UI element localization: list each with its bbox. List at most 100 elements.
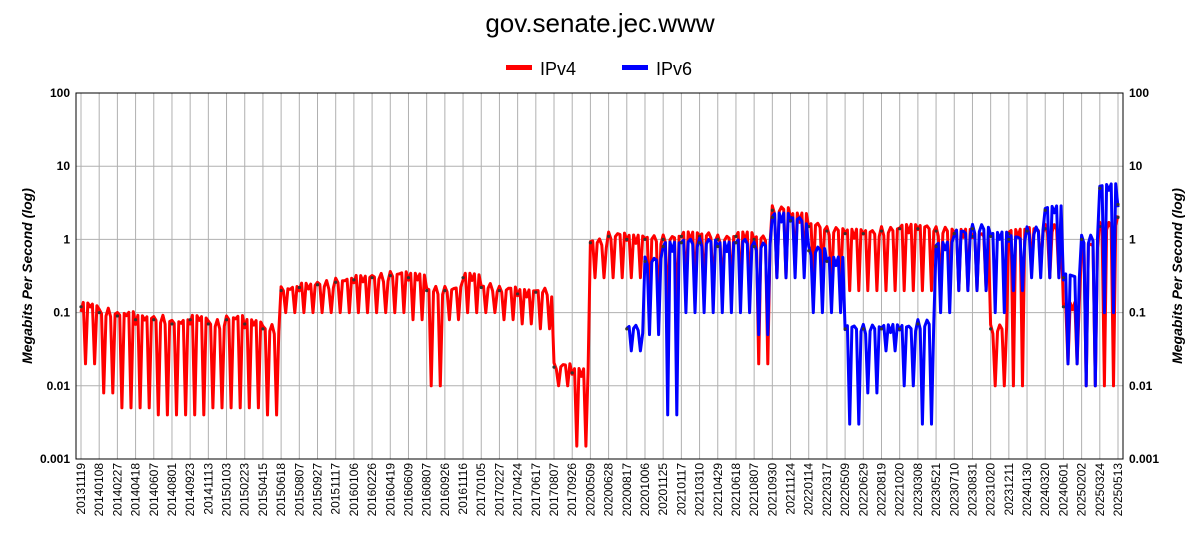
data-point-ipv6 <box>1025 229 1029 233</box>
data-point-ipv6 <box>788 219 793 223</box>
data-point-ipv4 <box>625 237 629 241</box>
data-point-ipv4 <box>170 322 174 326</box>
y-tick-label-right: 1 <box>1129 232 1136 246</box>
x-tick-label: 20200509 <box>583 463 597 517</box>
legend-swatch-ipv4 <box>506 65 532 70</box>
data-point-ipv4 <box>497 288 502 293</box>
x-tick-label: 20221020 <box>893 463 907 517</box>
y-tick-label-right: 0.1 <box>1129 306 1146 320</box>
data-point-ipv6 <box>643 259 647 264</box>
data-point-ipv6 <box>734 241 738 245</box>
y-tick-label-right: 100 <box>1129 86 1149 100</box>
data-point-ipv4 <box>443 288 447 293</box>
data-point-ipv4 <box>279 288 283 293</box>
y-tick-label-right: 0.01 <box>1129 379 1153 393</box>
data-point-ipv4 <box>643 237 647 241</box>
x-tick-label: 20250324 <box>1093 463 1107 517</box>
data-point-ipv4 <box>97 311 101 315</box>
x-tick-label: 20210429 <box>711 463 725 517</box>
data-point-ipv4 <box>370 276 374 280</box>
data-point-ipv4 <box>861 232 865 236</box>
y-tick-label-left: 0.1 <box>53 306 70 320</box>
data-point-ipv4 <box>188 318 192 322</box>
y-tick-label-left: 1 <box>63 232 70 246</box>
x-tick-label: 20160926 <box>438 463 452 517</box>
data-point-ipv4 <box>461 276 465 280</box>
data-point-ipv4 <box>1116 215 1120 219</box>
legend-label-ipv6: IPv6 <box>656 59 692 79</box>
data-point-ipv6 <box>916 322 920 326</box>
data-point-ipv6 <box>879 327 884 331</box>
x-tick-label: 20151117 <box>329 463 343 515</box>
data-point-ipv4 <box>516 292 520 296</box>
data-point-ipv6 <box>807 249 811 253</box>
data-point-ipv4 <box>770 208 774 212</box>
data-point-ipv6 <box>625 327 629 331</box>
data-point-ipv4 <box>879 229 884 233</box>
data-point-ipv4 <box>425 288 429 293</box>
legend-swatch-ipv6 <box>622 65 648 70</box>
x-tick-label: 20160807 <box>420 463 434 517</box>
data-point-ipv4 <box>315 283 320 287</box>
data-point-ipv6 <box>898 327 902 331</box>
x-tick-label: 20220317 <box>820 463 834 517</box>
x-tick-label: 20141113 <box>201 463 215 515</box>
x-tick-label: 20201006 <box>638 463 652 517</box>
y-tick-label-left: 10 <box>57 159 71 173</box>
data-point-ipv4 <box>916 227 920 231</box>
data-point-ipv4 <box>479 285 483 290</box>
x-tick-label: 20240320 <box>1038 463 1052 517</box>
y-tick-label-left: 100 <box>50 86 70 100</box>
data-point-ipv4 <box>388 274 392 278</box>
plot-area <box>79 182 1120 448</box>
data-point-ipv6 <box>970 227 975 231</box>
x-tick-label: 20140108 <box>92 463 106 517</box>
x-tick-label: 20160226 <box>365 463 379 517</box>
x-tick-label: 20240601 <box>1056 463 1070 517</box>
data-point-ipv4 <box>552 365 556 369</box>
x-tick-label: 20140227 <box>110 463 124 517</box>
x-tick-label: 20160609 <box>401 463 415 517</box>
data-point-ipv6 <box>934 244 938 249</box>
data-point-ipv4 <box>243 322 247 326</box>
data-point-ipv6 <box>989 234 993 238</box>
x-tick-label: 20250513 <box>1111 463 1125 517</box>
data-point-ipv4 <box>679 234 683 238</box>
data-point-ipv6 <box>952 232 956 236</box>
data-point-ipv4 <box>825 229 829 233</box>
series-line-ipv6 <box>625 182 1120 426</box>
y-axis-label-left: Megabits Per Second (log) <box>19 188 35 364</box>
x-tick-label: 20150807 <box>292 463 306 517</box>
x-tick-label: 20210930 <box>765 463 779 517</box>
x-tick-label: 20150415 <box>256 463 270 517</box>
y-tick-label-left: 0.01 <box>47 379 71 393</box>
x-tick-label: 20200817 <box>620 463 634 517</box>
data-point-ipv6 <box>1098 186 1102 190</box>
x-tick-label: 20211124 <box>784 463 798 515</box>
x-tick-label: 20230831 <box>965 463 979 517</box>
x-tick-label: 20161116 <box>456 463 470 515</box>
y-tick-label-right: 10 <box>1129 159 1143 173</box>
data-point-ipv4 <box>570 371 574 375</box>
x-tick-label: 20140418 <box>129 463 143 517</box>
x-tick-label: 20250202 <box>1075 463 1089 517</box>
y-axis-left: 0.001 0.01 0.1 1 10 100 <box>40 86 70 466</box>
x-tick-label: 20230521 <box>929 463 943 517</box>
x-tick-label: 20210807 <box>747 463 761 517</box>
x-tick-label: 20240130 <box>1020 463 1034 517</box>
x-tick-label: 20150223 <box>238 463 252 517</box>
data-point-ipv6 <box>770 215 774 219</box>
data-point-ipv4 <box>843 232 847 236</box>
data-point-ipv6 <box>825 259 829 264</box>
data-point-ipv4 <box>588 241 593 245</box>
x-tick-label: 20150927 <box>311 463 325 517</box>
data-point-ipv4 <box>352 278 356 282</box>
data-point-ipv4 <box>734 234 738 238</box>
x-tick-label: 20170105 <box>474 463 488 517</box>
data-point-ipv6 <box>752 244 756 249</box>
y-tick-label-left: 0.001 <box>40 452 70 466</box>
data-point-ipv6 <box>843 327 847 331</box>
data-point-ipv4 <box>297 285 301 290</box>
data-point-ipv6 <box>661 244 665 249</box>
